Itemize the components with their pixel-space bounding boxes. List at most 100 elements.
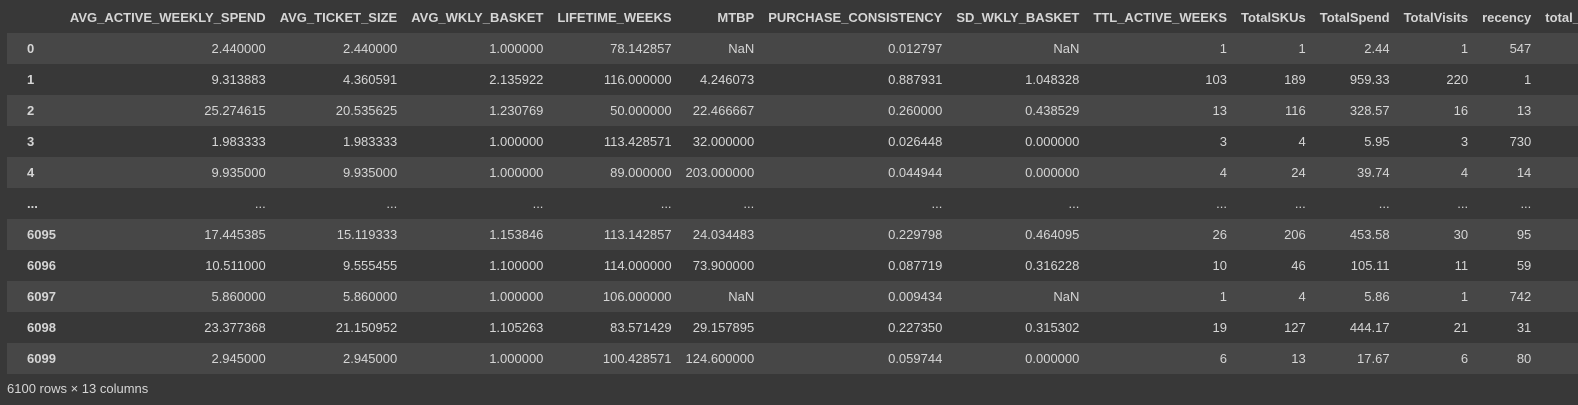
table-cell: 17.67	[1357, 351, 1390, 366]
dataframe-table: AVG_ACTIVE_WEEKLY_SPEND AVG_TICKET_SIZE AV…	[7, 2, 1578, 374]
table-cell: 624	[1538, 343, 1578, 374]
table-cell: 31	[1516, 320, 1532, 335]
table-cell: 73.900000	[692, 258, 755, 273]
table-cell: 3	[1460, 134, 1469, 149]
table-cell: 16	[1453, 103, 1469, 118]
table-cell: 2.945000	[211, 351, 266, 366]
table-cell: 23.377368	[204, 320, 266, 335]
table-cell: 95	[1516, 227, 1532, 242]
table-cell: 1	[1538, 281, 1578, 312]
table-cell: 610	[1538, 157, 1578, 188]
table-cell: ...	[1216, 196, 1227, 211]
table-cell: 1.983333	[211, 134, 266, 149]
table-cell: NaN	[1053, 41, 1080, 56]
table-cell: 220	[1446, 72, 1469, 87]
table-cell: 0.887931	[888, 72, 943, 87]
table-cell: 15.119333	[336, 227, 398, 242]
table-cell: 1	[1219, 41, 1227, 56]
table-cell: ...	[1520, 196, 1532, 211]
table-row: 6097 5.860000 5.860000 1.000000 106.000000 Na…	[7, 281, 1578, 312]
row-index: 6096	[27, 258, 56, 273]
table-cell: 4	[1298, 289, 1306, 304]
table-cell: 0.044944	[888, 165, 943, 180]
table-cell: 0.260000	[888, 103, 943, 118]
row-index: 3	[27, 134, 35, 149]
table-cell: 4	[1219, 165, 1227, 180]
table-cell: NaN	[1053, 289, 1080, 304]
column-header: recency	[1482, 10, 1532, 25]
table-cell: 6	[1460, 351, 1469, 366]
table-cell: 39.74	[1357, 165, 1390, 180]
table-cell: 124.600000	[685, 351, 755, 366]
table-cell: 1.983333	[342, 134, 398, 149]
table-cell: 6	[1219, 351, 1227, 366]
table-cell: 24.034483	[692, 227, 755, 242]
table-cell: 1.230769	[489, 103, 544, 118]
table-cell: 203.000000	[685, 165, 755, 180]
table-cell: 9.313883	[211, 72, 266, 87]
table-cell: 0.438529	[1025, 103, 1080, 118]
column-header: total_days	[1545, 10, 1578, 25]
table-cell: 1	[1538, 33, 1578, 64]
table-cell: ...	[1457, 196, 1469, 211]
table-cell: 4	[1460, 165, 1469, 180]
table-cell: 10	[1212, 258, 1227, 273]
table-cell: 453.58	[1349, 227, 1390, 242]
table-row: 6095 17.445385 15.119333 1.153846 113.142857…	[7, 219, 1578, 250]
table-cell: 1	[1298, 41, 1306, 56]
table-cell: 5.95	[1364, 134, 1390, 149]
table-cell: 26	[1212, 227, 1227, 242]
table-cell: 2.440000	[211, 41, 266, 56]
table-cell: 812	[1538, 64, 1578, 95]
table-cell: 65	[1538, 126, 1578, 157]
table-cell: 29.157895	[692, 320, 755, 335]
table-cell: 59	[1516, 258, 1532, 273]
table-cell: 338	[1538, 95, 1578, 126]
table-cell: ...	[1538, 188, 1578, 219]
table-cell: 30	[1453, 227, 1469, 242]
table-cell: 0.315302	[1025, 320, 1080, 335]
table-cell: 1.000000	[489, 289, 544, 304]
table-cell: 1	[1219, 289, 1227, 304]
table-cell: 1.000000	[489, 134, 544, 149]
table-cell: 444.17	[1349, 320, 1390, 335]
table-cell: 9.935000	[211, 165, 266, 180]
index-header	[7, 2, 63, 33]
table-cell: 555	[1538, 312, 1578, 343]
table-cell: 116.000000	[603, 72, 672, 87]
table-cell: 32.000000	[692, 134, 755, 149]
column-header: TotalSpend	[1319, 10, 1390, 25]
table-cell: 0.026448	[888, 134, 943, 149]
table-cell: 1.048328	[1025, 72, 1080, 87]
table-cell: 0.059744	[888, 351, 943, 366]
table-cell: 46	[1291, 258, 1306, 273]
table-row: 6096 10.511000 9.555455 1.100000 114.000000 7…	[7, 250, 1578, 281]
table-cell: 0.087719	[888, 258, 943, 273]
table-row: 3 1.983333 1.983333 1.000000 113.428571 32.00…	[7, 126, 1578, 157]
table-cell: 0.229798	[888, 227, 943, 242]
table-cell: 14	[1516, 165, 1532, 180]
table-cell: 1.105263	[489, 320, 544, 335]
row-index: 4	[27, 165, 35, 180]
row-index: 6098	[27, 320, 56, 335]
row-index: ...	[27, 196, 38, 211]
table-row: 4 9.935000 9.935000 1.000000 89.000000 203.00…	[7, 157, 1578, 188]
table-cell: 0.009434	[888, 289, 943, 304]
row-index: 2	[27, 103, 35, 118]
shape-summary: 6100 rows × 13 columns	[7, 381, 149, 396]
column-header: AVG_TICKET_SIZE	[279, 10, 398, 25]
table-row: 2 25.274615 20.535625 1.230769 50.000000 22.4…	[7, 95, 1578, 126]
table-cell: 103	[1205, 72, 1227, 87]
table-cell: 114.000000	[603, 258, 672, 273]
table-cell: 0.316228	[1025, 258, 1080, 273]
table-cell: 113.142857	[603, 227, 672, 242]
table-cell: 4.360591	[342, 72, 398, 87]
table-cell: ...	[660, 196, 672, 211]
row-index: 6097	[27, 289, 56, 304]
table-row: ........................................…	[7, 188, 1578, 219]
table-cell: ...	[1294, 196, 1306, 211]
table-cell: 106.000000	[602, 289, 672, 304]
table-cell: 17.445385	[204, 227, 266, 242]
column-header: LIFETIME_WEEKS	[557, 10, 672, 25]
table-cell: 113.428571	[603, 134, 672, 149]
